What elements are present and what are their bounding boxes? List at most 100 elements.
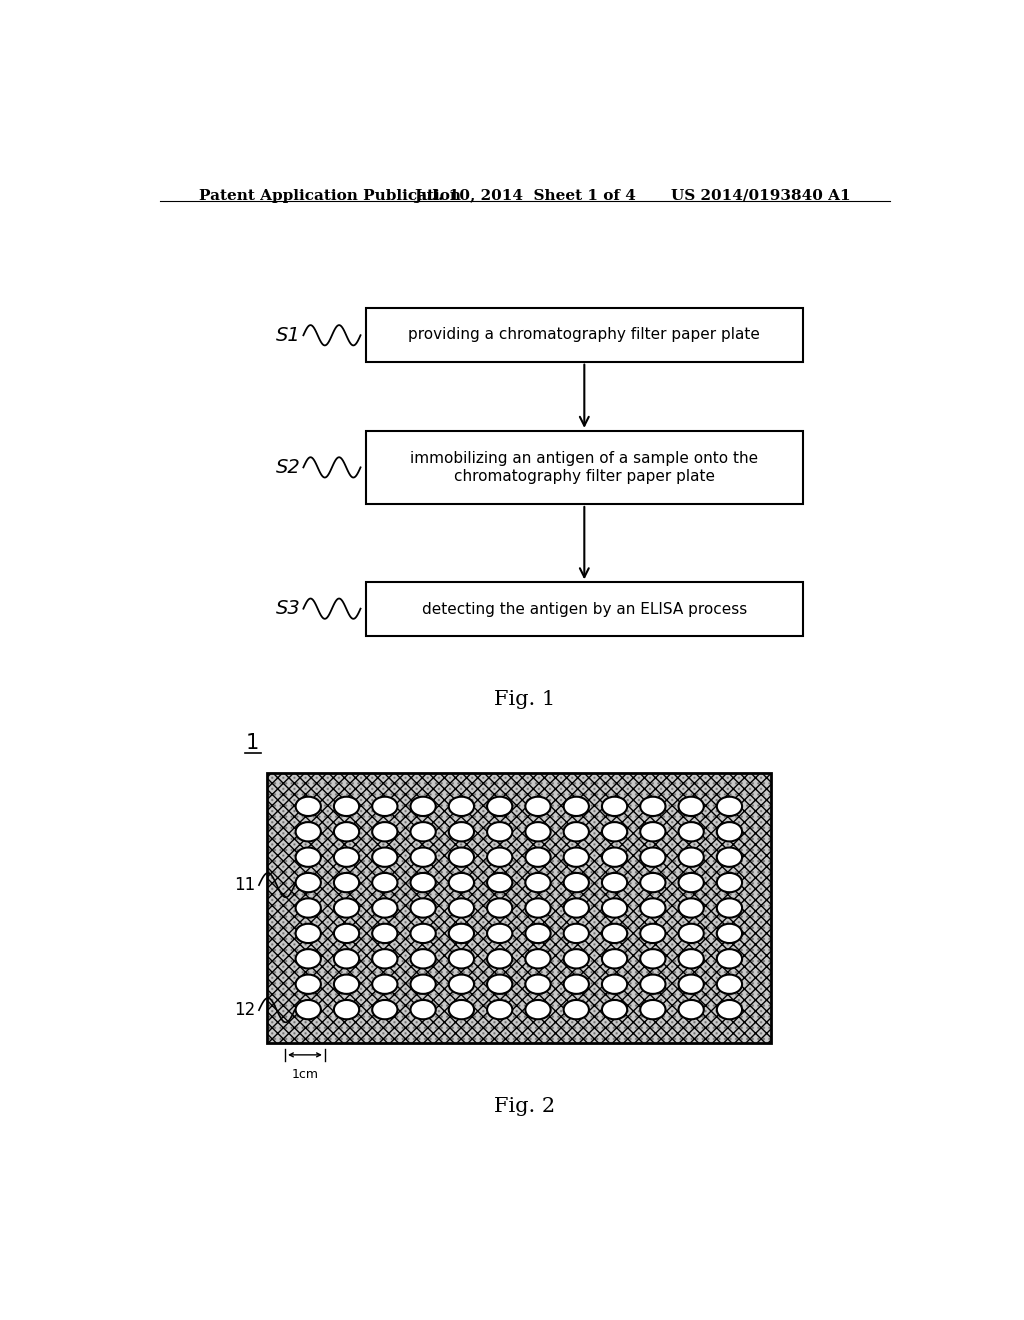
Text: S1: S1 (276, 326, 301, 345)
Ellipse shape (640, 1001, 666, 1019)
Ellipse shape (679, 797, 703, 816)
Ellipse shape (487, 899, 512, 917)
Ellipse shape (563, 974, 589, 994)
Ellipse shape (679, 1001, 703, 1019)
Ellipse shape (563, 797, 589, 816)
Ellipse shape (487, 949, 512, 969)
Ellipse shape (563, 847, 589, 867)
Ellipse shape (372, 949, 397, 969)
Ellipse shape (487, 873, 512, 892)
Ellipse shape (640, 873, 666, 892)
Ellipse shape (679, 847, 703, 867)
Bar (267, 774, 771, 1043)
Ellipse shape (525, 847, 551, 867)
Text: 12: 12 (233, 1001, 255, 1019)
Ellipse shape (372, 873, 397, 892)
Bar (367, 308, 803, 362)
Bar (367, 582, 803, 636)
Ellipse shape (717, 847, 742, 867)
Ellipse shape (411, 899, 436, 917)
Ellipse shape (525, 899, 551, 917)
Ellipse shape (487, 924, 512, 942)
Ellipse shape (372, 899, 397, 917)
Text: 1cm: 1cm (292, 1068, 318, 1081)
Ellipse shape (525, 974, 551, 994)
Ellipse shape (602, 822, 628, 841)
Ellipse shape (372, 847, 397, 867)
Text: 11: 11 (233, 876, 255, 894)
Ellipse shape (525, 1001, 551, 1019)
Ellipse shape (679, 974, 703, 994)
Ellipse shape (487, 797, 512, 816)
Ellipse shape (449, 797, 474, 816)
Ellipse shape (525, 873, 551, 892)
Ellipse shape (449, 924, 474, 942)
Ellipse shape (563, 873, 589, 892)
Text: Patent Application Publication: Patent Application Publication (200, 189, 462, 203)
Ellipse shape (602, 873, 628, 892)
Ellipse shape (563, 924, 589, 942)
Ellipse shape (449, 873, 474, 892)
Ellipse shape (334, 873, 359, 892)
Ellipse shape (411, 797, 436, 816)
Ellipse shape (296, 974, 321, 994)
Ellipse shape (717, 822, 742, 841)
Ellipse shape (334, 949, 359, 969)
Ellipse shape (717, 1001, 742, 1019)
Ellipse shape (411, 949, 436, 969)
Ellipse shape (602, 847, 628, 867)
Ellipse shape (679, 873, 703, 892)
Ellipse shape (296, 847, 321, 867)
Ellipse shape (563, 1001, 589, 1019)
Text: S3: S3 (276, 599, 301, 618)
Ellipse shape (487, 822, 512, 841)
Ellipse shape (679, 924, 703, 942)
Ellipse shape (525, 797, 551, 816)
Ellipse shape (640, 822, 666, 841)
Ellipse shape (334, 797, 359, 816)
Ellipse shape (296, 1001, 321, 1019)
Text: US 2014/0193840 A1: US 2014/0193840 A1 (671, 189, 850, 203)
Ellipse shape (296, 899, 321, 917)
Ellipse shape (411, 873, 436, 892)
Ellipse shape (411, 924, 436, 942)
Ellipse shape (487, 1001, 512, 1019)
Ellipse shape (334, 847, 359, 867)
Bar (267, 774, 771, 1043)
Ellipse shape (525, 924, 551, 942)
Ellipse shape (487, 974, 512, 994)
Ellipse shape (640, 847, 666, 867)
Ellipse shape (449, 899, 474, 917)
Ellipse shape (602, 797, 628, 816)
Ellipse shape (640, 899, 666, 917)
Ellipse shape (372, 1001, 397, 1019)
Ellipse shape (640, 797, 666, 816)
Ellipse shape (717, 924, 742, 942)
Ellipse shape (717, 974, 742, 994)
Text: Fig. 1: Fig. 1 (495, 689, 555, 709)
Ellipse shape (602, 974, 628, 994)
Ellipse shape (296, 822, 321, 841)
Ellipse shape (640, 974, 666, 994)
Ellipse shape (679, 949, 703, 969)
Ellipse shape (640, 924, 666, 942)
Ellipse shape (717, 797, 742, 816)
Ellipse shape (525, 822, 551, 841)
Ellipse shape (602, 924, 628, 942)
Text: immobilizing an antigen of a sample onto the
chromatography filter paper plate: immobilizing an antigen of a sample onto… (411, 451, 759, 483)
Ellipse shape (717, 949, 742, 969)
Ellipse shape (296, 797, 321, 816)
Ellipse shape (449, 847, 474, 867)
Ellipse shape (602, 949, 628, 969)
Ellipse shape (449, 822, 474, 841)
Ellipse shape (563, 822, 589, 841)
Ellipse shape (334, 974, 359, 994)
Ellipse shape (372, 924, 397, 942)
Ellipse shape (334, 899, 359, 917)
Ellipse shape (449, 974, 474, 994)
Ellipse shape (679, 822, 703, 841)
Ellipse shape (640, 949, 666, 969)
Text: detecting the antigen by an ELISA process: detecting the antigen by an ELISA proces… (422, 602, 746, 616)
Ellipse shape (411, 974, 436, 994)
Ellipse shape (487, 847, 512, 867)
